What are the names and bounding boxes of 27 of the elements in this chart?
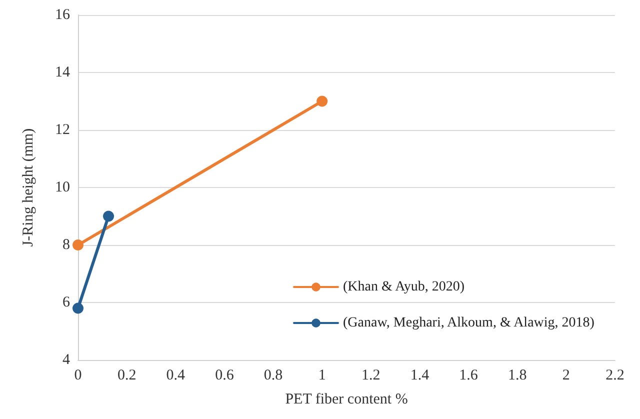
point [72,302,84,314]
x-tick-label: 1.4 [410,368,430,384]
x-tick-label: 2 [562,368,570,384]
y-tick-label: 10 [55,180,70,196]
y-axis-title: J-Ring height (mm) [20,128,36,247]
x-tick-label: 0.2 [117,368,136,384]
y-tick-label: 8 [62,237,70,253]
y-tick-label: 6 [62,294,70,310]
x-tick-label: 1 [318,368,326,384]
y-tick-label: 12 [55,122,70,138]
point [316,96,328,107]
y-tick-label: 16 [55,7,70,23]
y-tick-label: 4 [62,352,70,368]
x-tick-label: 1.2 [362,368,380,384]
x-tick-label: 1.8 [508,368,527,384]
point [103,210,114,222]
point [72,240,84,250]
x-tick-label: 2.2 [606,368,624,384]
x-tick-label: 0 [74,368,82,384]
x-axis-title: PET fiber content % [285,392,408,408]
x-tick-label: 0.8 [264,368,283,384]
x-tick-label: 0.6 [215,368,234,384]
x-tick-label: 0.4 [166,368,186,384]
legend-label: (Ganaw, Meghari, Alkoum, & Alawig, 2018) [343,316,595,330]
legend-label: (Khan & Ayub, 2020) [343,280,465,294]
y-tick-label: 14 [55,64,70,80]
x-tick-label: 1.6 [459,368,478,384]
